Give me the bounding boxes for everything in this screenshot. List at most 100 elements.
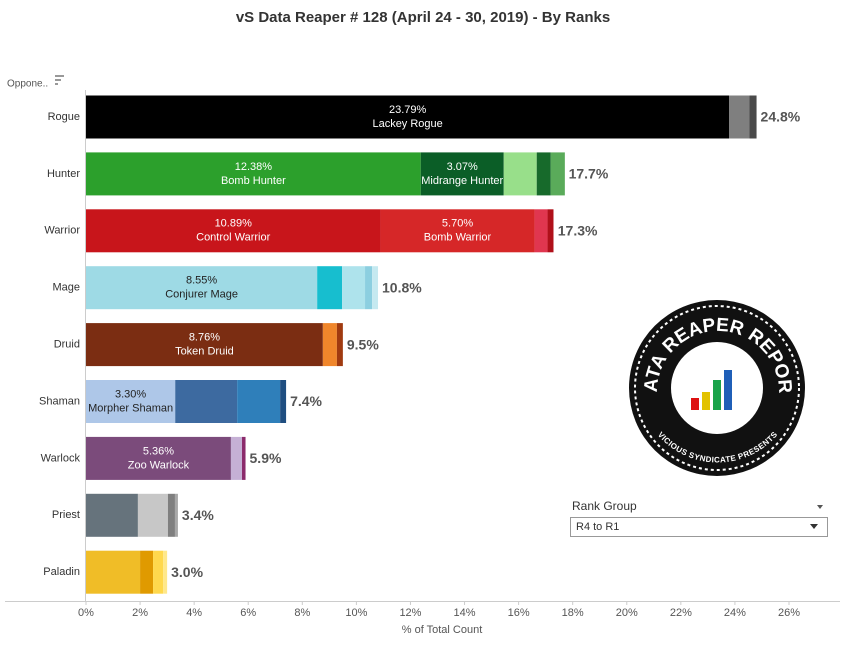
segment-name-label: Token Druid <box>175 346 234 358</box>
y-header[interactable]: Oppone.. <box>7 79 48 90</box>
y-tick-label: Warlock <box>41 452 81 464</box>
x-tick-label: 20% <box>616 607 638 619</box>
bar-segment <box>86 95 730 139</box>
bar-segment <box>550 152 565 196</box>
filter-title: Rank Group <box>572 499 637 513</box>
bar-segment <box>547 209 554 253</box>
x-tick-label: 16% <box>508 607 530 619</box>
y-tick-label: Warrior <box>44 225 80 237</box>
segment-value-label: 12.38% <box>235 161 273 173</box>
bar-segment <box>336 323 343 367</box>
x-tick-label: 0% <box>78 607 94 619</box>
segment-name-label: Conjurer Mage <box>165 289 238 301</box>
logo-icon <box>702 392 710 410</box>
bar-segment <box>420 152 504 196</box>
logo-icon <box>691 398 699 410</box>
segment-name-label: Midrange Hunter <box>421 175 503 187</box>
x-tick-label: 24% <box>724 607 746 619</box>
total-label: 24.8% <box>761 109 801 125</box>
total-label: 3.4% <box>182 507 214 523</box>
bar-segment <box>86 152 421 196</box>
bar-segment <box>86 380 176 423</box>
bar-segment <box>729 95 750 139</box>
sort-icon[interactable] <box>55 75 64 85</box>
segment-name-label: Bomb Hunter <box>221 175 286 187</box>
bar-segment <box>153 550 164 594</box>
segment-name-label: Control Warrior <box>196 232 270 244</box>
x-tick-label: 8% <box>294 607 310 619</box>
x-tick-label: 6% <box>240 607 256 619</box>
dropdown-arrow[interactable] <box>810 524 818 529</box>
bar-segment <box>317 266 343 310</box>
bar-segment <box>140 550 154 594</box>
bar-segment <box>536 152 551 196</box>
bar-segment <box>242 436 246 480</box>
bar-segment <box>534 209 548 253</box>
segment-value-label: 5.70% <box>442 218 473 230</box>
total-label: 17.7% <box>569 166 609 182</box>
segment-value-label: 23.79% <box>389 104 427 116</box>
y-tick-label: Hunter <box>47 168 80 180</box>
bar-segment <box>175 380 238 423</box>
bar-segment <box>365 266 373 310</box>
y-tick-label: Druid <box>54 339 80 351</box>
logo-icon <box>724 370 732 410</box>
y-tick-label: Shaman <box>39 395 80 407</box>
bar-segment <box>230 436 243 480</box>
total-label: 10.8% <box>382 279 422 295</box>
chart-title: vS Data Reaper # 128 (April 24 - 30, 201… <box>236 9 610 26</box>
bar-segment <box>167 493 175 537</box>
bar-segment <box>749 95 757 139</box>
segment-name-label: Zoo Warlock <box>128 459 190 471</box>
bar-segment <box>372 266 379 310</box>
segment-value-label: 8.76% <box>189 332 220 344</box>
bar-segment <box>86 493 138 537</box>
bar-segment <box>86 323 323 367</box>
x-tick-label: 18% <box>562 607 584 619</box>
bar-segment <box>342 266 366 310</box>
bar-segment <box>163 550 168 594</box>
segment-value-label: 10.89% <box>215 218 253 230</box>
filter-menu[interactable] <box>817 505 823 509</box>
x-tick-label: 10% <box>345 607 367 619</box>
bar-segment <box>322 323 337 367</box>
segment-value-label: 3.30% <box>115 388 146 400</box>
bar-segment <box>280 380 287 423</box>
bar-segment <box>380 209 535 253</box>
x-tick-label: 4% <box>186 607 202 619</box>
logo-icon <box>713 380 721 410</box>
x-tick-label: 2% <box>132 607 148 619</box>
y-tick-label: Rogue <box>48 111 80 123</box>
total-label: 5.9% <box>250 450 282 466</box>
y-tick-label: Paladin <box>43 566 80 578</box>
bar-segment <box>237 380 281 423</box>
y-tick-label: Mage <box>52 282 80 294</box>
total-label: 17.3% <box>558 223 598 239</box>
total-label: 3.0% <box>171 564 203 580</box>
bar-segment <box>86 436 231 480</box>
bar-segment <box>503 152 537 196</box>
bar-segment <box>137 493 168 537</box>
segment-name-label: Lackey Rogue <box>372 118 442 130</box>
segment-name-label: Morpher Shaman <box>88 402 173 414</box>
total-label: 9.5% <box>347 336 379 352</box>
bar-segment <box>86 266 318 310</box>
x-tick-label: 26% <box>778 607 800 619</box>
x-tick-label: 22% <box>670 607 692 619</box>
segment-value-label: 8.55% <box>186 275 217 287</box>
y-tick-label: Priest <box>52 509 80 521</box>
bar-segment <box>86 550 141 594</box>
segment-value-label: 3.07% <box>447 161 478 173</box>
filter-value[interactable]: R4 to R1 <box>576 521 619 533</box>
bar-segment <box>86 209 381 253</box>
bar-segment <box>174 493 178 537</box>
segment-name-label: Bomb Warrior <box>424 232 492 244</box>
x-tick-label: 14% <box>454 607 476 619</box>
x-axis-title: % of Total Count <box>402 624 483 636</box>
logo-ring <box>634 305 800 471</box>
total-label: 7.4% <box>290 393 322 409</box>
segment-value-label: 5.36% <box>143 445 174 457</box>
x-tick-label: 12% <box>399 607 421 619</box>
filter-dropdown[interactable] <box>570 517 828 537</box>
